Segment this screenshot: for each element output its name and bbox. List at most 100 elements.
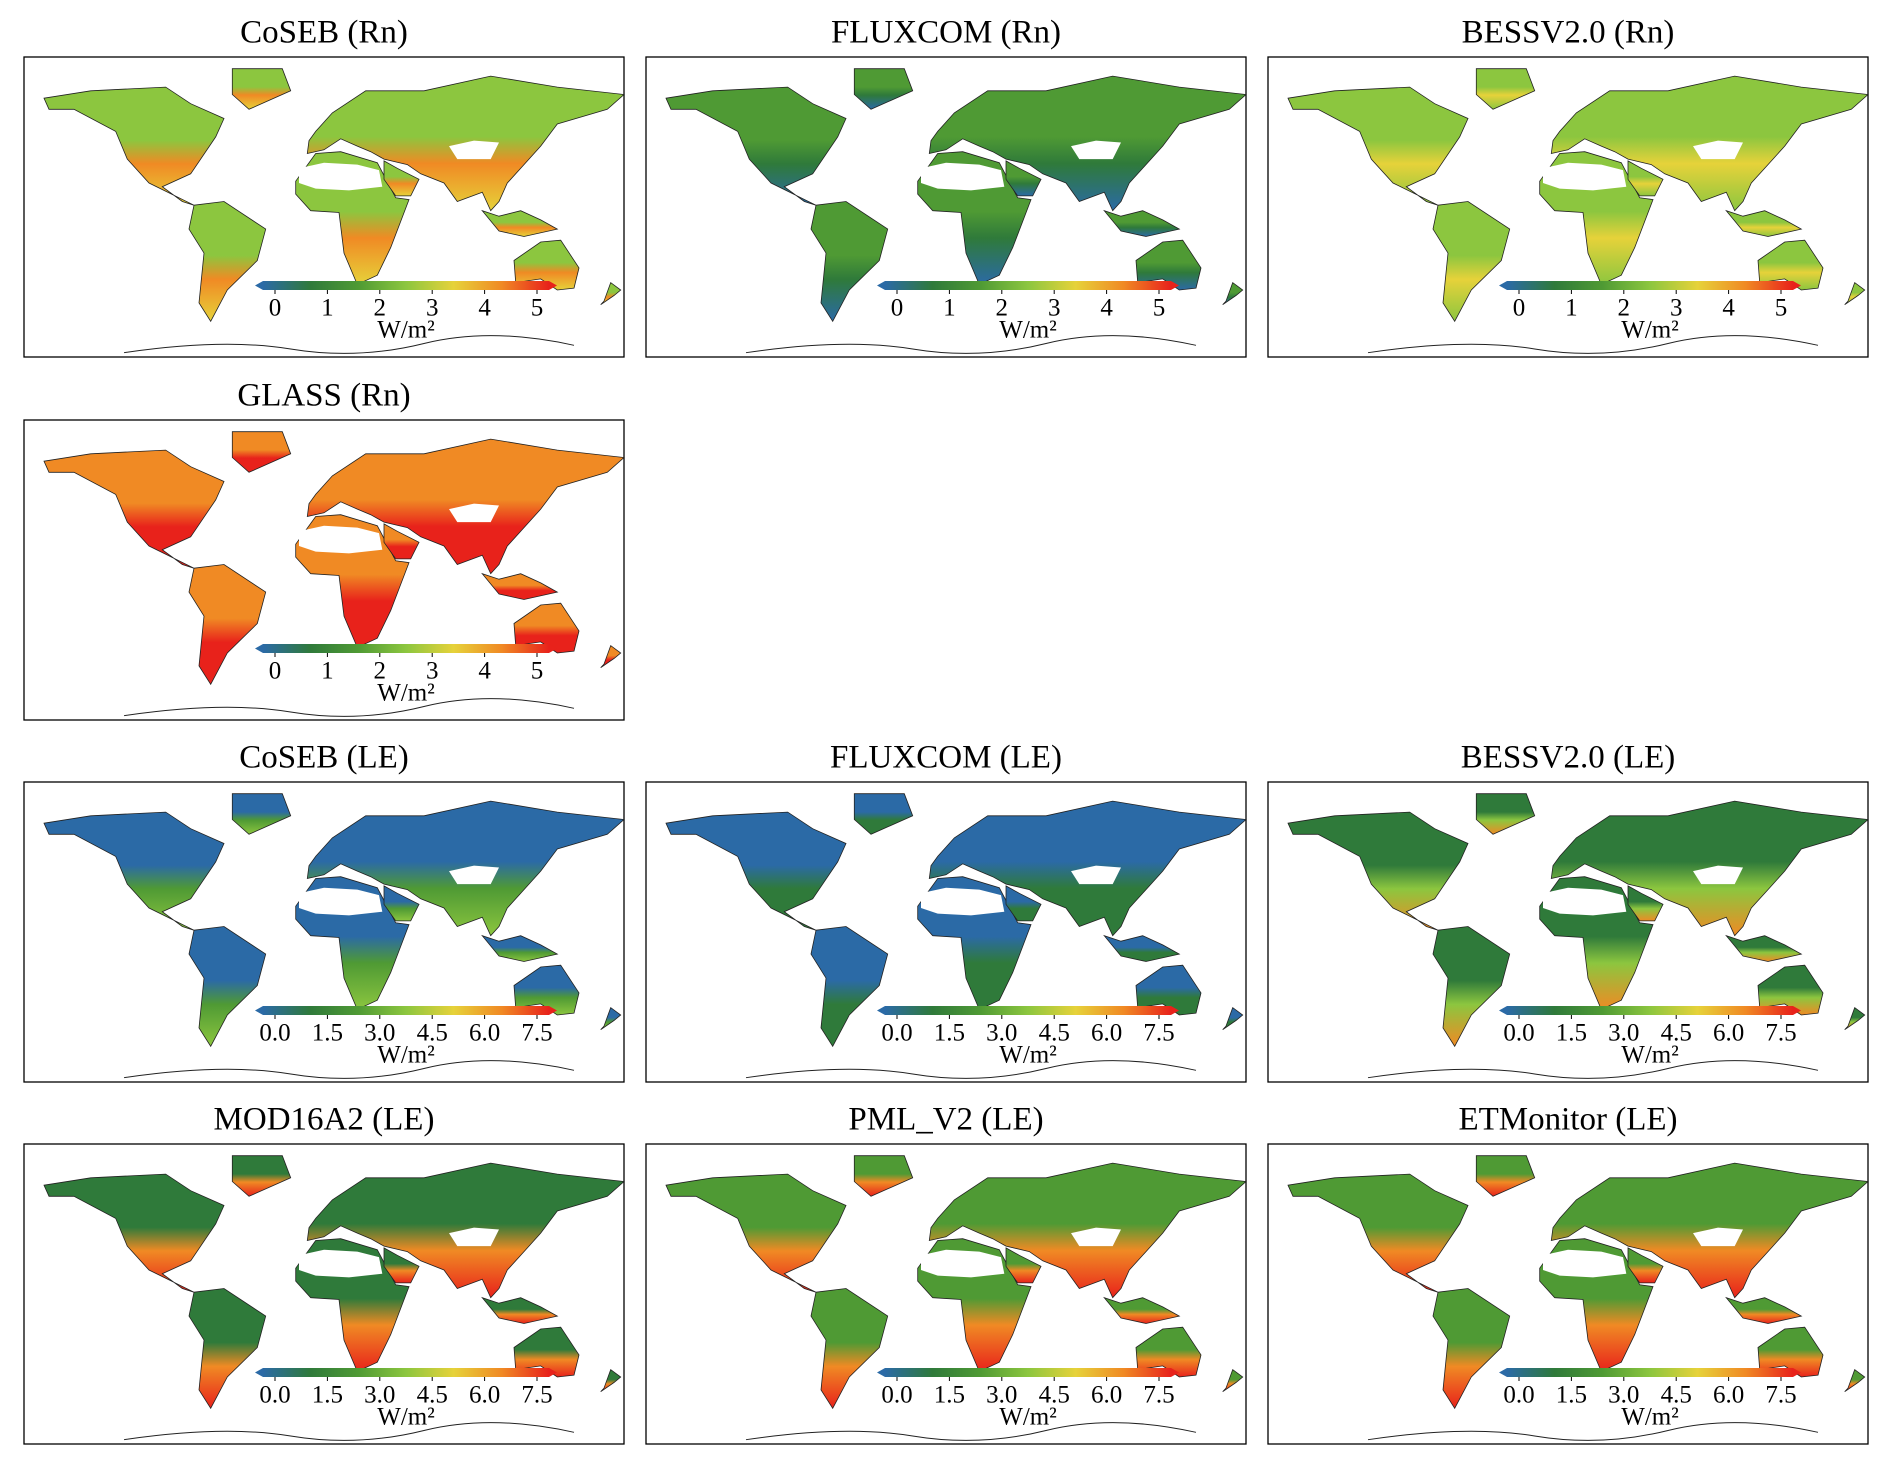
land <box>853 793 914 835</box>
colorbar-tick-label: 0.0 <box>1503 1020 1534 1047</box>
panel-title: GLASS (Rn) <box>237 378 410 414</box>
land <box>600 1368 622 1393</box>
land <box>1103 1296 1181 1324</box>
colorbar-extend-low <box>1499 1368 1507 1377</box>
colorbar-tick-label: 1.5 <box>934 1382 965 1409</box>
colorbar-unit: W/m² <box>999 1042 1056 1069</box>
colorbar-tick-label: 1 <box>321 295 334 322</box>
land <box>1725 934 1803 962</box>
colorbar-extend-low <box>877 1006 885 1015</box>
land <box>1432 1288 1511 1410</box>
antarctica-coast <box>1367 1060 1819 1079</box>
colorbar-tick-label: 1.5 <box>1556 1382 1587 1409</box>
map-panel: GLASS (Rn) 0 1 2 3 4 5 W/m² <box>23 378 625 721</box>
antarctica-coast <box>745 335 1197 354</box>
colorbar-tick-label: 7.5 <box>521 1020 552 1047</box>
no-data-area <box>1693 1227 1743 1247</box>
colorbar-tick-label: 6.0 <box>1091 1020 1122 1047</box>
no-data-area <box>1071 1227 1121 1247</box>
no-data-area <box>1543 1249 1627 1278</box>
panel-title: CoSEB (LE) <box>239 740 409 776</box>
land <box>1222 281 1244 306</box>
colorbar-tick-label: 2 <box>1618 295 1631 322</box>
land <box>231 431 292 473</box>
colorbar-tick-label: 5 <box>531 295 544 322</box>
no-data-area <box>1543 162 1627 191</box>
colorbar <box>885 281 1171 290</box>
colorbar-tick-label: 5 <box>1153 295 1166 322</box>
colorbar <box>1507 1006 1793 1015</box>
colorbar-tick-label: 4 <box>1722 295 1735 322</box>
colorbar-tick-label: 3.0 <box>364 1020 395 1047</box>
land <box>1005 160 1042 197</box>
land <box>665 811 847 931</box>
panel-title: MOD16A2 (LE) <box>214 1102 435 1138</box>
colorbar-tick-label: 5 <box>1775 295 1788 322</box>
no-data-area <box>1071 140 1121 160</box>
colorbar-tick-label: 6.0 <box>1091 1382 1122 1409</box>
land <box>383 523 420 560</box>
no-data-area <box>921 162 1005 191</box>
land <box>810 1288 889 1410</box>
land <box>1844 281 1866 306</box>
colorbar-extend-high <box>1793 1368 1801 1377</box>
colorbar <box>885 1006 1171 1015</box>
antarctica-coast <box>1367 335 1819 354</box>
colorbar-unit: W/m² <box>377 680 434 707</box>
no-data-area <box>449 865 499 885</box>
colorbar-tick-label: 3.0 <box>1608 1382 1639 1409</box>
land <box>1627 885 1664 922</box>
no-data-area <box>299 162 383 191</box>
colorbar-tick-label: 7.5 <box>521 1382 552 1409</box>
colorbar-tick-label: 3.0 <box>1608 1020 1639 1047</box>
colorbar-tick-label: 2 <box>374 658 387 685</box>
land <box>1287 86 1469 206</box>
no-data-area <box>921 1249 1005 1278</box>
land <box>188 926 267 1048</box>
colorbar-unit: W/m² <box>999 317 1056 344</box>
colorbar-tick-label: 1 <box>1565 295 1578 322</box>
colorbar-extend-high <box>549 281 557 290</box>
land <box>1627 160 1664 197</box>
land <box>1287 811 1469 931</box>
colorbar <box>263 1368 549 1377</box>
no-data-area <box>1071 865 1121 885</box>
colorbar-tick-label: 6.0 <box>1713 1382 1744 1409</box>
land <box>1725 1296 1803 1324</box>
land <box>1103 934 1181 962</box>
colorbar-unit: W/m² <box>1621 1042 1678 1069</box>
no-data-area <box>921 887 1005 916</box>
map-panel: CoSEB (LE) 0.0 1.5 3.0 4.5 6.0 7.5 W/m² <box>23 740 625 1083</box>
colorbar-tick-label: 4.5 <box>1661 1382 1692 1409</box>
colorbar-extend-high <box>1793 1006 1801 1015</box>
land <box>383 1247 420 1284</box>
land <box>1005 1247 1042 1284</box>
map-panel: BESSV2.0 (Rn) 0 1 2 3 4 5 W/m² <box>1267 15 1869 358</box>
colorbar-tick-label: 0 <box>1513 295 1526 322</box>
colorbar-tick-label: 3.0 <box>364 1382 395 1409</box>
colorbar-tick-label: 3 <box>426 295 439 322</box>
land <box>188 201 267 323</box>
land <box>43 1173 225 1293</box>
no-data-area <box>1543 887 1627 916</box>
colorbar-tick-label: 3.0 <box>986 1020 1017 1047</box>
colorbar-unit: W/m² <box>377 317 434 344</box>
colorbar-tick-label: 4 <box>478 295 491 322</box>
colorbar <box>885 1368 1171 1377</box>
colorbar-extend-high <box>1793 281 1801 290</box>
colorbar-tick-label: 5 <box>531 658 544 685</box>
panel-title: BESSV2.0 (LE) <box>1461 740 1676 776</box>
map-panel: CoSEB (Rn) 0 1 2 3 4 5 W/m² <box>23 15 625 358</box>
land <box>1103 209 1181 237</box>
colorbar-unit: W/m² <box>1621 317 1678 344</box>
land <box>600 644 622 669</box>
panel-title: ETMonitor (LE) <box>1458 1102 1677 1138</box>
colorbar-tick-label: 7.5 <box>1765 1382 1796 1409</box>
land <box>665 1173 847 1293</box>
colorbar-tick-label: 4.5 <box>1039 1382 1070 1409</box>
colorbar-extend-low <box>255 281 263 290</box>
colorbar-tick-label: 4 <box>1100 295 1113 322</box>
land <box>481 209 559 237</box>
colorbar-extend-high <box>1171 281 1179 290</box>
colorbar-tick-label: 4.5 <box>1039 1020 1070 1047</box>
